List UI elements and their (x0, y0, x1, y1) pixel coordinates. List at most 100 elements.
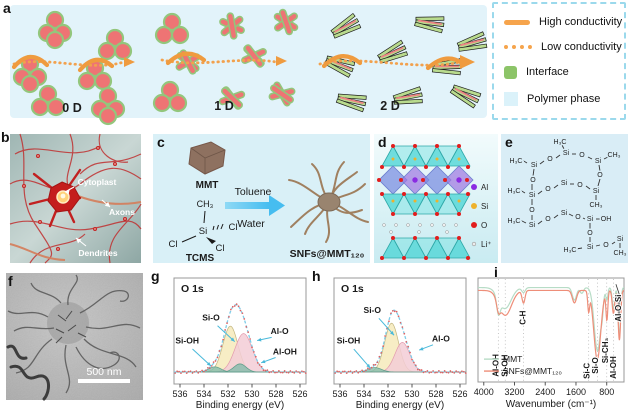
tcms-structure: CH₃ Si Cl Cl Cl (169, 199, 238, 254)
2d-sheet-cluster (377, 39, 409, 64)
legend-item-high-conductivity: High conductivity (504, 16, 624, 28)
label-2d: 2 D (380, 99, 399, 113)
x-tick-label: 3200 (504, 387, 524, 397)
2d-sheet-cluster (449, 84, 482, 109)
peak-annotation: Si-O (202, 312, 220, 322)
conduction-paths (11, 51, 475, 73)
svg-text:O: O (545, 186, 551, 193)
svg-text:H₃C: H₃C (508, 218, 521, 225)
panel-f-tem-image: 500 nm (6, 273, 143, 401)
svg-text:Si: Si (531, 162, 538, 169)
x-tick-label: 536 (332, 389, 347, 399)
x-tick-label: 528 (268, 389, 283, 399)
x-tick-label: 532 (380, 389, 395, 399)
svg-text:O: O (547, 156, 553, 163)
scale-bar (78, 379, 130, 383)
neuron-annotations: Cytoplast Axons Dendrites (64, 177, 135, 258)
band-label: Si-C (582, 363, 591, 379)
o-legend-label: O (481, 221, 487, 230)
label-1d: 1 D (214, 99, 233, 113)
dark-fiber-bundle (6, 344, 50, 401)
snf-flower-icon (288, 161, 369, 243)
x-tick-label: 530 (404, 389, 419, 399)
svg-text:H₃C: H₃C (508, 188, 521, 195)
al-legend-label: Al (481, 183, 488, 192)
1d-rod-cluster (273, 8, 299, 36)
o-atom-icon (471, 222, 477, 228)
nanoflower-core (47, 302, 89, 344)
x-tick-label: 532 (220, 389, 235, 399)
envelope-curve (174, 304, 306, 373)
wedge-bond (206, 237, 216, 244)
x-tick-label: 526 (452, 389, 467, 399)
raw-data-points (334, 310, 467, 374)
svg-text:Si: Si (587, 216, 594, 223)
xps-chart-mmt: 536 534 532 530 528 526 Binding energy (eV) O 1… (332, 277, 468, 410)
mmt-rock-icon (188, 141, 226, 175)
svg-text:O: O (545, 216, 551, 223)
peak-annotation: Si-O (364, 305, 382, 315)
si-legend-label: Si (481, 202, 488, 211)
high-conductivity-line-icon (504, 19, 530, 25)
axon-lines (9, 195, 142, 261)
svg-text:Si: Si (617, 236, 624, 243)
li-atom-icon (471, 241, 477, 247)
0d-particle-cluster (97, 28, 133, 61)
spectrum-SNFs@MMT₁₂₀ (478, 289, 625, 360)
x-axis-label: Binding energy (eV) (196, 400, 284, 410)
nanofibers (7, 274, 141, 394)
product-label: SNFs@MMT₁₂₀ (290, 248, 365, 260)
figure-legend: High conductivity Low conductivity Inter… (492, 2, 626, 120)
envelope-curve (334, 309, 466, 373)
svg-text:O: O (530, 177, 536, 184)
2d-sheet-cluster (431, 58, 462, 76)
panel-a-illustration: 0 D 1 D 2 D (10, 5, 488, 126)
svg-text:O: O (579, 152, 585, 159)
panel-i-letter: i (494, 264, 498, 280)
series-legend-label: SNFs@MMT₁₂₀ (503, 366, 562, 376)
svg-text:O: O (577, 182, 583, 189)
peak-annotation: Si-OH (175, 336, 199, 346)
svg-text:O: O (603, 242, 609, 249)
2d-sheet-cluster (392, 86, 423, 105)
al-atom-icon (471, 184, 477, 190)
hashed-bond (212, 223, 224, 231)
panel-f-letter: f (8, 273, 13, 289)
low-conductivity-dotted-line-icon (504, 45, 532, 50)
1d-rod-cluster (218, 86, 246, 110)
xps-chart-snfs-mmt: 536 534 532 530 528 526 Binding energy (eV) O 1… (172, 277, 308, 410)
x-tick-label: 534 (356, 389, 371, 399)
2d-sheet-cluster (414, 16, 445, 34)
x-axis-label: Binding energy (eV) (356, 400, 444, 410)
band-label: Si-O (591, 357, 600, 373)
interface-square-icon (504, 65, 517, 79)
panel-c-synthesis-scheme: MMT CH₃ Si Cl Cl Cl TCMS Toluene Water (153, 134, 370, 264)
svg-text:Si: Si (587, 244, 594, 251)
band-label: Si-OH (501, 354, 510, 376)
core-texture (55, 310, 87, 344)
svg-text:O: O (587, 230, 593, 237)
panel-d-letter: d (378, 134, 387, 150)
x-tick-label: 526 (292, 389, 307, 399)
svg-text:Si: Si (529, 222, 536, 229)
peak-annotation: Si-OH (337, 336, 361, 346)
2d-sheet-cluster (330, 12, 362, 39)
synapse-nodes (22, 146, 127, 251)
peak-annotation: Al-O (271, 326, 289, 336)
0d-particle-cluster (37, 10, 73, 50)
svg-text:CH₃: CH₃ (608, 152, 621, 159)
svg-text:Si: Si (595, 158, 602, 165)
legend-label: Interface (526, 66, 569, 79)
crystal-lattice (377, 144, 474, 260)
dendrites-label: Dendrites (78, 248, 117, 258)
cl-label: Cl (229, 222, 238, 233)
atom-legend: Al Si O Li⁺ (471, 183, 491, 249)
svg-text:Si: Si (561, 180, 568, 187)
si-atom-icon (471, 203, 477, 209)
series-legend-label: MMT (503, 354, 522, 364)
panel-a-letter: a (3, 0, 11, 16)
band-label: Al-OH (492, 354, 501, 377)
svg-text:OH: OH (601, 216, 612, 223)
svg-text:Si: Si (593, 188, 600, 195)
peak-annotation: Al-O (432, 334, 450, 344)
